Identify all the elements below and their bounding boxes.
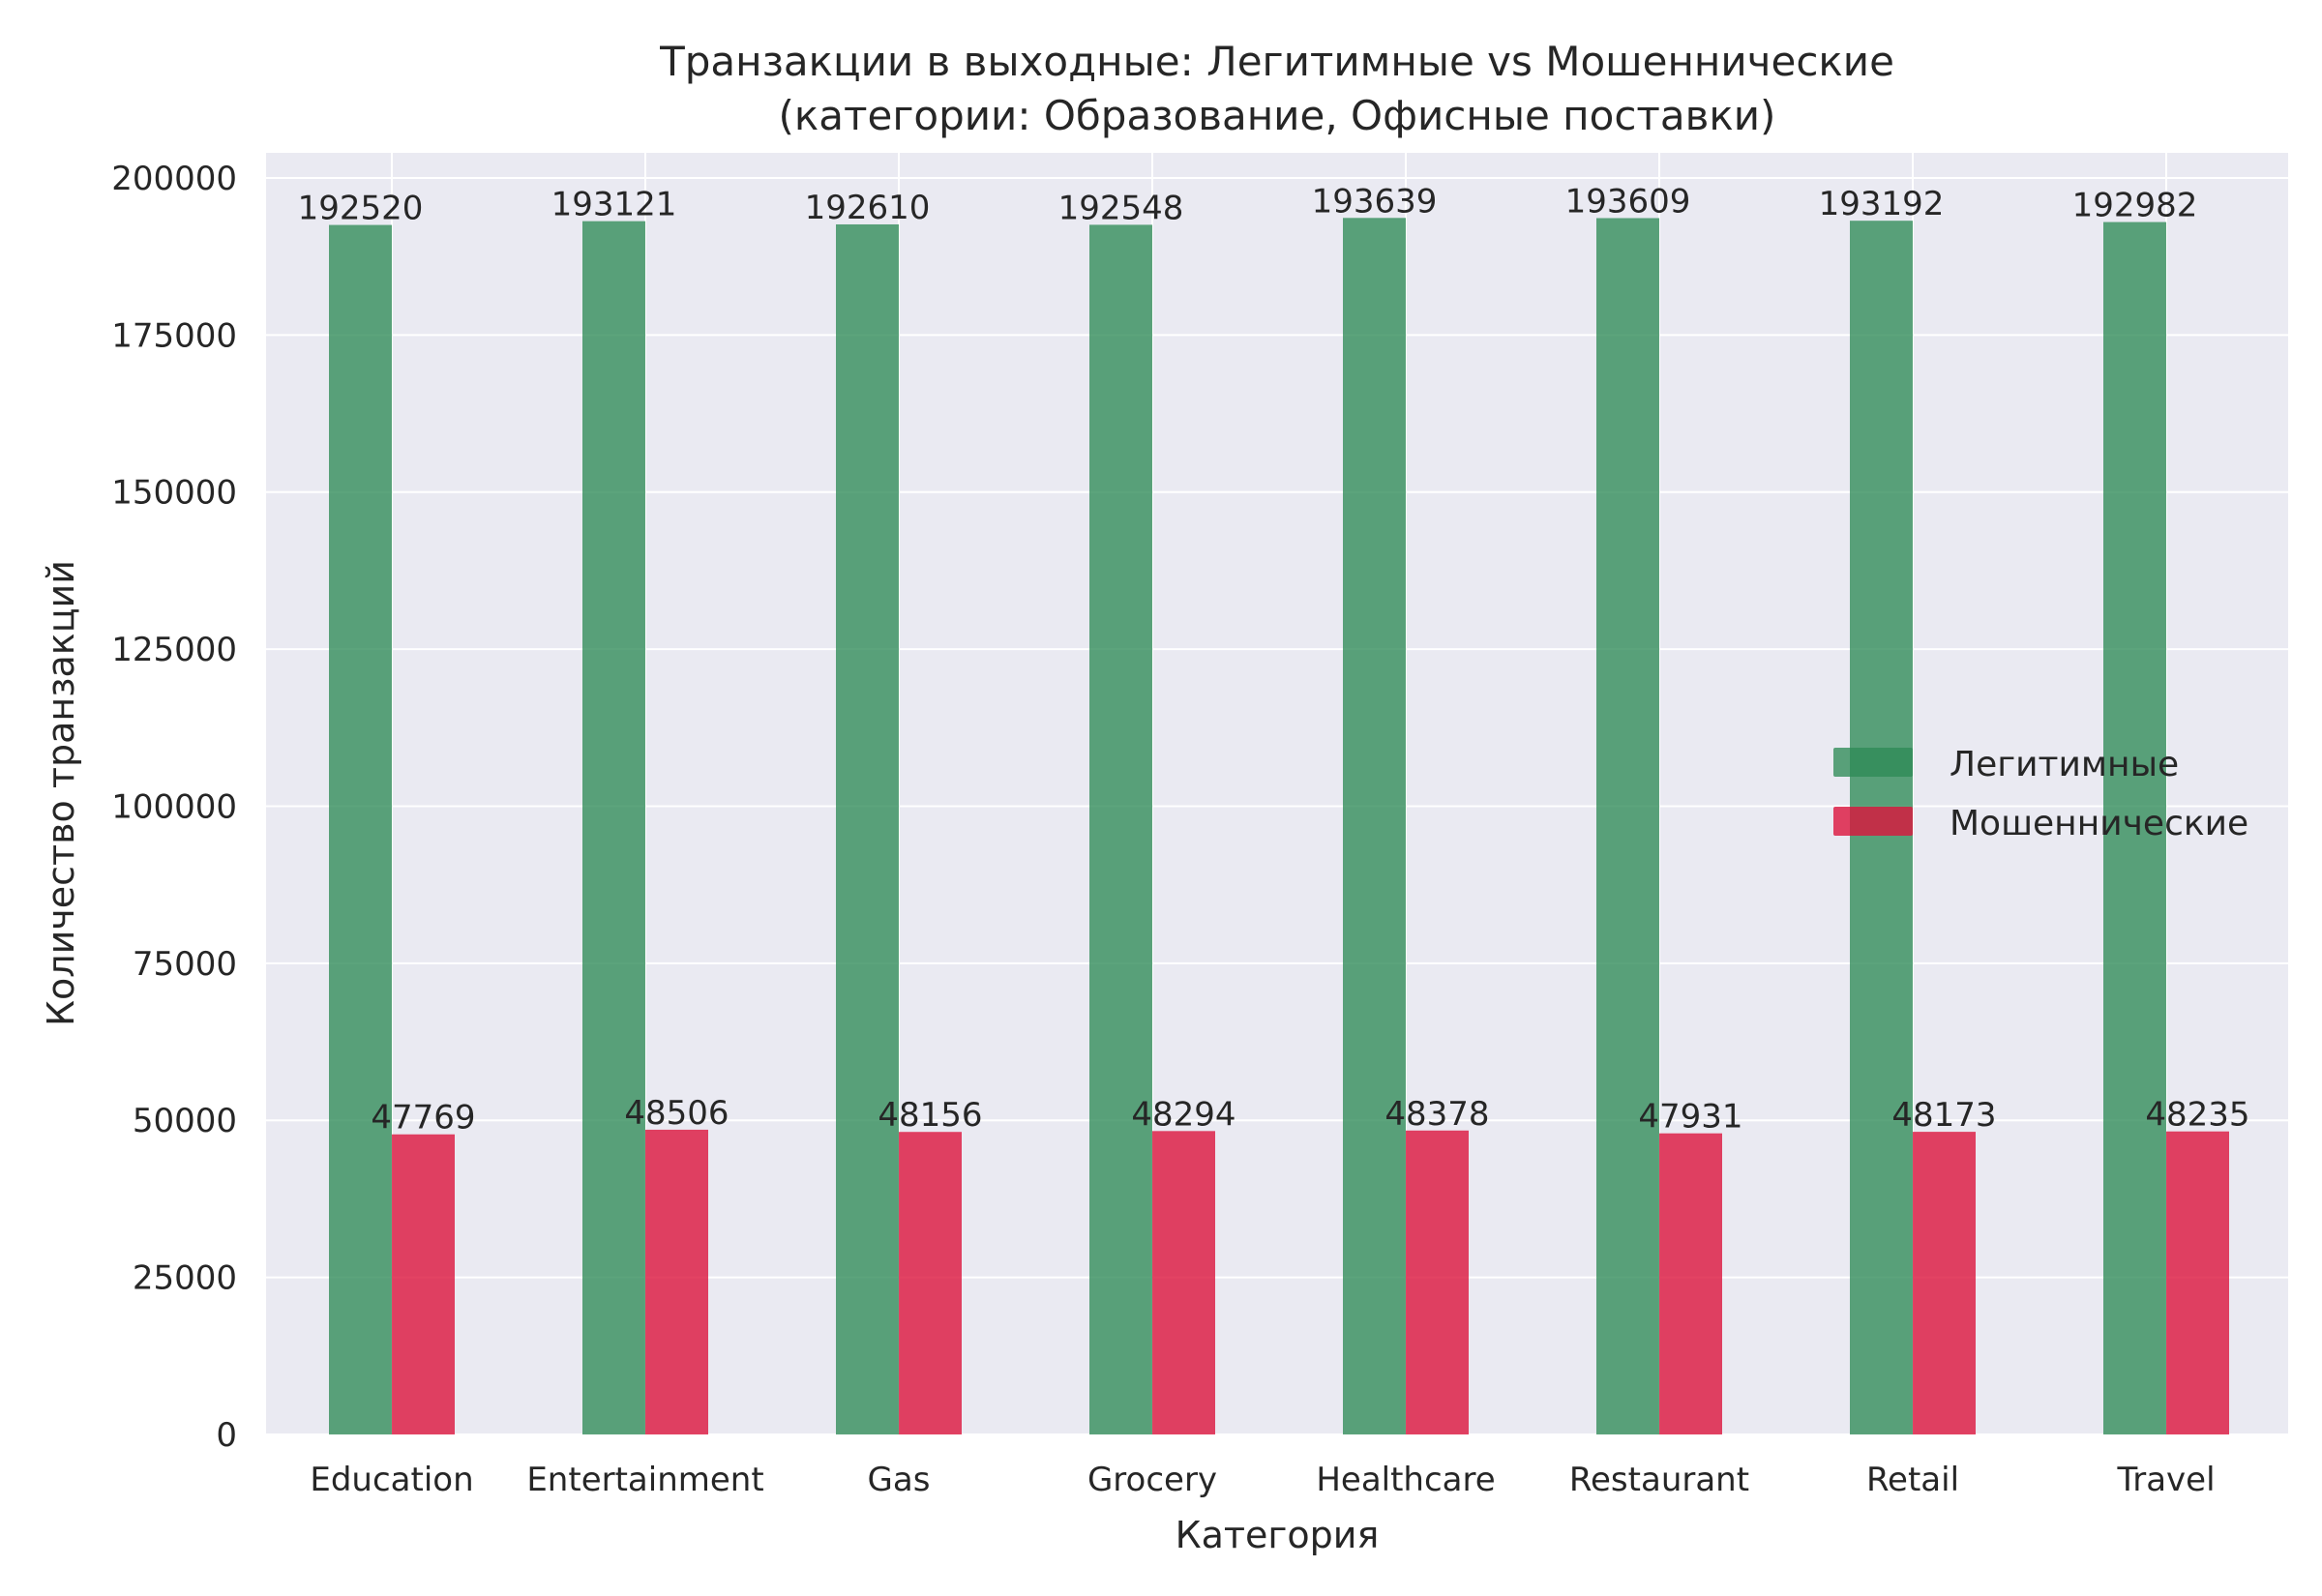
bar-value-label-fraud: 48173 xyxy=(1891,1096,1996,1135)
y-tick-label: 50000 xyxy=(133,1102,237,1140)
bar-fraud xyxy=(392,1134,455,1434)
bar-fraud xyxy=(645,1129,708,1434)
y-tick-label: 100000 xyxy=(111,787,237,826)
legend-swatch-fraud xyxy=(1833,807,1913,836)
y-tick-label: 125000 xyxy=(111,631,237,669)
bar-value-label-fraud: 47931 xyxy=(1638,1098,1742,1137)
legend-label-legit: Легитимные xyxy=(1950,745,2179,784)
bar-legit xyxy=(582,221,645,1435)
x-tick-label: Travel xyxy=(2116,1461,2215,1499)
bar-value-label-legit: 193609 xyxy=(1565,182,1691,221)
y-tick-label: 75000 xyxy=(133,945,237,984)
bar-legit xyxy=(1089,224,1152,1435)
bar-value-label-fraud: 48294 xyxy=(1131,1095,1235,1134)
bar-legit xyxy=(2103,222,2166,1434)
y-axis-ticks: 0 25000 50000 75000 100000 125000 150000 175000… xyxy=(111,160,237,1455)
bar-value-label-legit: 192982 xyxy=(2072,187,2198,225)
bar-fraud xyxy=(899,1132,962,1434)
bar-fraud xyxy=(1659,1133,1722,1434)
bar-value-label-legit: 193192 xyxy=(1819,185,1945,223)
bar-value-label-legit: 192610 xyxy=(805,189,931,227)
legend-label-fraud: Мошеннические xyxy=(1950,804,2248,843)
bar-value-label-fraud: 48378 xyxy=(1384,1095,1489,1134)
y-axis-title: Количество транзакций xyxy=(40,560,82,1026)
y-tick-label: 175000 xyxy=(111,316,237,355)
bar-fraud xyxy=(1913,1132,1976,1434)
chart-title: Транзакции в выходные: Легитимные vs Мош… xyxy=(659,38,1894,85)
bar-value-label-legit: 193639 xyxy=(1312,182,1438,221)
bar-fraud xyxy=(2166,1131,2229,1434)
x-tick-label: Education xyxy=(310,1461,473,1499)
bar-value-label-fraud: 48506 xyxy=(624,1094,729,1133)
y-tick-label: 0 xyxy=(216,1416,237,1455)
bar-value-label-fraud: 48235 xyxy=(2145,1096,2249,1135)
bar-value-label-fraud: 48156 xyxy=(878,1096,982,1135)
x-tick-label: Healthcare xyxy=(1316,1461,1495,1499)
y-tick-label: 150000 xyxy=(111,474,237,513)
bar-value-label-legit: 192548 xyxy=(1058,189,1184,227)
bar-value-label-legit: 193121 xyxy=(551,186,677,224)
y-tick-label: 200000 xyxy=(111,160,237,198)
bar-fraud xyxy=(1152,1131,1215,1434)
x-tick-label: Entertainment xyxy=(526,1461,763,1499)
bar-legit xyxy=(1596,218,1659,1434)
x-axis-ticks: Education Entertainment Gas Grocery Healthca… xyxy=(310,1461,2215,1499)
plot-area xyxy=(266,153,2288,1434)
bar-legit xyxy=(1343,218,1406,1435)
bar-fraud xyxy=(1406,1130,1469,1434)
y-tick-label: 25000 xyxy=(133,1259,237,1298)
chart-subtitle: (категории: Образование, Офисные поставк… xyxy=(779,92,1776,139)
x-tick-label: Grocery xyxy=(1087,1461,1217,1499)
x-tick-label: Retail xyxy=(1866,1461,1959,1499)
bar-legit xyxy=(836,223,899,1435)
bar-value-label-fraud: 47769 xyxy=(371,1099,475,1138)
bar-value-label-legit: 192520 xyxy=(298,190,424,228)
legend: Легитимные Мошеннические xyxy=(1833,745,2248,843)
x-tick-label: Gas xyxy=(868,1461,931,1499)
x-axis-title: Категория xyxy=(1176,1514,1380,1556)
x-tick-label: Restaurant xyxy=(1569,1461,1749,1499)
bar-value-labels: 192520 47769 193121 48506 192610 48156 192548 4… xyxy=(298,182,2250,1137)
bar-legit xyxy=(329,224,392,1434)
bars xyxy=(329,218,2229,1435)
legend-swatch-legit xyxy=(1833,748,1913,777)
